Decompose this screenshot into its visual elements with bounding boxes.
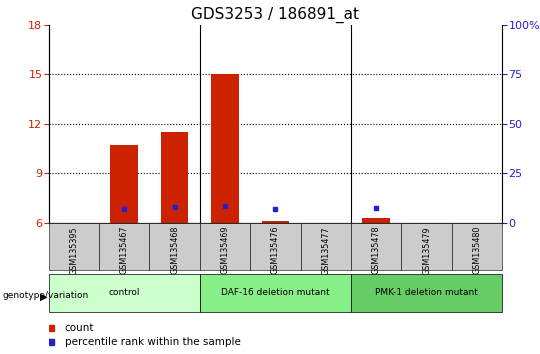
Text: PMK-1 deletion mutant: PMK-1 deletion mutant <box>375 289 478 297</box>
Text: control: control <box>109 289 140 297</box>
Text: percentile rank within the sample: percentile rank within the sample <box>65 337 240 347</box>
Bar <box>49 223 99 270</box>
Bar <box>351 223 401 270</box>
Bar <box>401 223 452 270</box>
Text: GSM135467: GSM135467 <box>120 226 129 274</box>
Text: GSM135478: GSM135478 <box>372 226 381 274</box>
Text: GSM135480: GSM135480 <box>472 226 482 274</box>
Text: ▶: ▶ <box>40 291 48 301</box>
Text: GSM135476: GSM135476 <box>271 226 280 274</box>
Bar <box>351 274 502 312</box>
Bar <box>200 223 250 270</box>
Bar <box>250 223 301 270</box>
Text: DAF-16 deletion mutant: DAF-16 deletion mutant <box>221 289 330 297</box>
Bar <box>99 223 150 270</box>
Bar <box>150 223 200 270</box>
Text: genotype/variation: genotype/variation <box>3 291 89 300</box>
Bar <box>161 132 188 223</box>
Bar <box>261 221 289 223</box>
Bar <box>452 223 502 270</box>
Bar <box>301 223 351 270</box>
Bar <box>362 218 390 223</box>
Title: GDS3253 / 186891_at: GDS3253 / 186891_at <box>191 7 360 23</box>
Text: GSM135468: GSM135468 <box>170 226 179 274</box>
Bar <box>211 74 239 223</box>
Bar <box>200 274 351 312</box>
Text: GSM135469: GSM135469 <box>220 226 230 274</box>
Bar <box>110 145 138 223</box>
Text: GSM135479: GSM135479 <box>422 226 431 274</box>
Bar <box>49 274 200 312</box>
Text: count: count <box>65 322 94 332</box>
Text: GSM135395: GSM135395 <box>69 226 78 274</box>
Text: GSM135477: GSM135477 <box>321 226 330 274</box>
